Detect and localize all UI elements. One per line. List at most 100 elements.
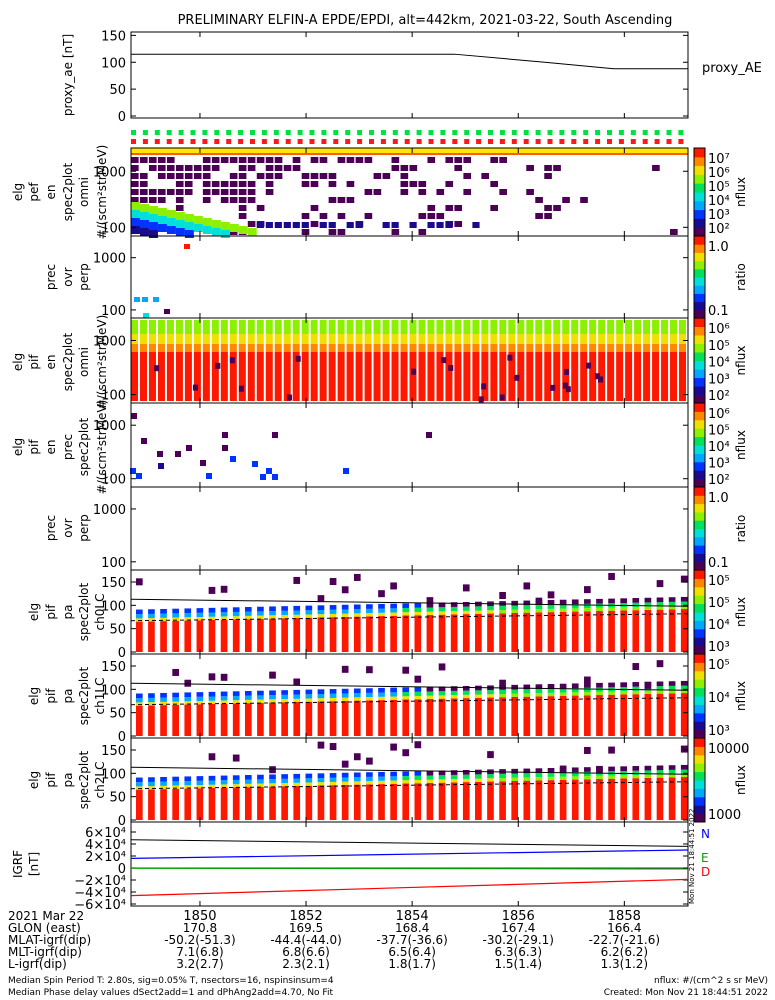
pef-omni-cell [166,157,175,163]
pa-ch1lc-cell [596,687,603,692]
pa-ch2lc-cell [329,777,337,782]
pa-ch0lc-cbar-tick: 10⁴ [708,618,730,633]
pif-omni-cell [580,352,588,401]
pif-prec-cell [222,432,228,438]
proxy-ae-legend: proxy_AE [702,61,762,76]
pa-ch2lc-cell [487,774,494,779]
pef-omni-cell [139,204,149,212]
sza-dot [440,139,446,144]
pif-omni-ylabel: elg [11,353,25,371]
sza-dot [654,139,660,144]
pif-omni-cell [427,344,435,352]
pif-omni-cell [256,320,264,334]
pef-omni-cell [490,157,498,163]
pef-omni-cell [238,173,247,179]
pef-omni-cell [274,157,283,163]
pa-ch2lc-cell [232,775,240,780]
pif-omni-cell [215,362,221,369]
pa-ch1lc-cell [366,692,373,698]
pif-omni-cell [445,352,453,401]
pa-ch1lc-cell [257,695,264,700]
pif-omni-cell [580,344,588,352]
pa-ch0lc-cell [196,608,204,613]
pef-omni-cell [131,226,140,234]
pif-ratio-panel-frame [130,486,689,571]
pif-omni-cell [310,344,318,352]
pa-ch2lc-cell [208,775,216,781]
footer-line: Median Spin Period T: 2.80s, sig=0.05% T… [8,976,334,986]
pef-omni-cell [166,173,175,179]
pa-ch0lc-cell [547,604,555,609]
pif-omni-cell [193,352,201,401]
pef-omni-cbar-tick: 10⁴ [708,194,730,209]
pa-ch0lc-ytick: 50 [109,623,126,638]
pif-omni-cell [481,334,489,344]
pef-ratio-cbar-swatch [694,260,705,270]
pef-omni-cell [184,165,193,171]
pa-ch2lc-cell [584,771,591,777]
pif-prec-ylabel: en [44,440,58,455]
igrf-ytick: −6×10⁴ [74,898,126,913]
pa-ch2lc-cell [450,782,458,820]
pef-omni-cbar-tick: 10⁷ [708,152,730,167]
pa-ch0lc-cell [390,615,397,652]
pa-ch1lc-cell [499,694,506,698]
pif-omni-cell [274,334,282,344]
pif-prec-cbar-swatch [694,453,705,463]
pa-ch2lc-cell [329,781,337,786]
pa-ch0lc-cell [378,616,385,652]
pif-omni-cell [571,334,579,344]
pa-ch2lc-cell [523,773,531,778]
pif-omni-cell [364,334,372,344]
pa-ch0lc-cell [414,603,422,608]
pa-ch1lc-cell [414,699,422,736]
pa-ch2lc-cell [680,769,688,774]
pa-ch0lc-cbar-swatch [694,603,705,613]
pef-ratio-cbar-tick: 1.0 [708,240,729,255]
pif-omni-cell [499,394,505,401]
pef-omni-cell [193,165,202,171]
pa-ch0lc-cell [281,606,288,611]
pif-omni-cell [661,334,669,344]
sza-dot [416,139,422,144]
pa-ch1lc-cell [232,703,240,736]
pa-ch1lc-cell [341,688,349,694]
sza-dot [595,130,601,135]
pa-ch2lc-cell [148,777,155,782]
pa-ch1lc-cell [414,691,422,696]
pif-omni-cell [184,344,192,352]
pif-ratio-cbar-swatch [694,561,705,571]
igrf-E-line [130,867,689,870]
pa-ch0lc-cell [680,575,688,583]
pef-ratio-cbar-swatch [694,244,705,253]
pef-omni-cell [499,157,507,163]
pa-ch1lc-cell [269,690,276,696]
pa-ch0lc-cell [487,610,494,614]
pif-ratio-ylabel: ovr [61,518,75,537]
pa-ch1lc-cell [196,696,204,701]
pa-ch1lc-ylabel: spec2plot [77,666,91,725]
pif-omni-cell [319,344,327,352]
pif-omni-cell [166,352,174,401]
pif-omni-cell [148,320,156,334]
pa-ch2lc-cell [269,783,276,787]
pef-omni-cell [283,165,292,171]
pif-omni-ytick: 100 [101,389,126,404]
pa-ch1lc-cell [281,694,288,700]
pif-omni-cell [319,352,327,401]
pa-ch2lc-cell [220,784,228,788]
pa-ch1lc-cell [620,682,628,687]
pa-ch1lc-cell [366,666,373,674]
pa-ch1lc-cell [341,693,349,698]
pef-omni-cell [283,222,291,228]
pa-ch2lc-cell [366,781,373,785]
pef-omni-cell [157,197,166,203]
pa-ch1lc-cell [341,700,349,736]
sza-dot [678,139,684,144]
pa-ch0lc-cell [232,616,240,620]
pef-omni-cell [157,157,166,163]
pif-omni-cell [400,352,408,401]
pa-ch2lc-cell [559,779,567,820]
pa-ch0lc-cell [668,597,676,602]
pa-ch0lc-cell [136,618,143,622]
